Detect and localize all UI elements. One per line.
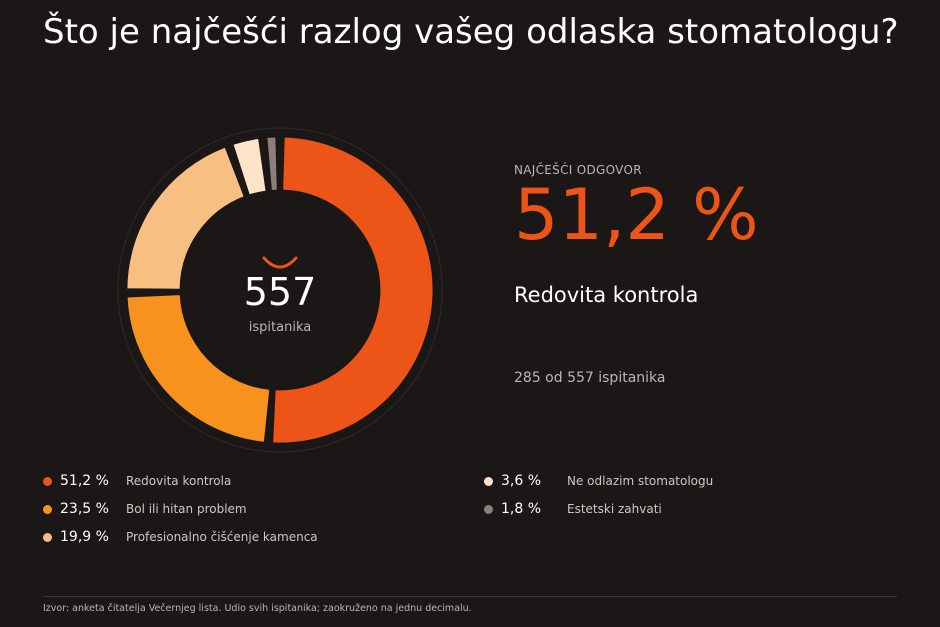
donut-chart: 557 ispitanika (117, 127, 443, 453)
legend-swatch (484, 504, 493, 514)
legend-item: 23,5 % Bol ili hitan problem (43, 495, 318, 523)
legend-label: Profesionalno čišćenje kamenca (126, 530, 318, 544)
legend-percent: 1,8 % (501, 501, 542, 517)
legend-label: Redovita kontrola (126, 474, 232, 488)
legend-swatch (43, 532, 52, 542)
legend-item: 51,2 % Redovita kontrola (43, 467, 318, 495)
legend-swatch (484, 476, 493, 486)
source-note: Izvor: anketa čitatelja Večernjeg lista.… (43, 603, 472, 614)
legend-label: Estetski zahvati (567, 502, 662, 516)
legend-label: Bol ili hitan problem (126, 502, 247, 516)
highlight-label: NAJČEŠĆI ODGOVOR (514, 163, 642, 177)
highlight-name: Redovita kontrola (514, 283, 699, 307)
legend-percent: 19,9 % (60, 529, 109, 545)
legend-left: 51,2 % Redovita kontrola 23,5 % Bol ili … (43, 467, 318, 551)
chart-title: Što je najčešći razlog vašeg odlaska sto… (43, 12, 899, 52)
legend-item: 19,9 % Profesionalno čišćenje kamenca (43, 523, 318, 551)
donut-outer-ring (117, 127, 443, 453)
donut-slice-5 (266, 136, 278, 191)
footer-divider (43, 596, 897, 597)
donut-slice-2 (126, 294, 271, 443)
legend-percent: 23,5 % (60, 501, 109, 517)
donut-center-label: ispitanika (249, 320, 311, 335)
legend-swatch (43, 504, 52, 514)
legend-item: 3,6 % Ne odlazim stomatologu (484, 467, 713, 495)
highlight-value: 51,2 % (514, 174, 759, 256)
donut-slice-4 (232, 138, 267, 196)
highlight-count: 285 od 557 ispitanika (514, 370, 666, 386)
donut-slice-3 (126, 146, 245, 290)
legend-right: 3,6 % Ne odlazim stomatologu 1,8 % Estet… (484, 467, 713, 523)
legend-item: 1,8 % Estetski zahvati (484, 495, 713, 523)
legend-label: Ne odlazim stomatologu (567, 474, 714, 488)
legend-swatch (43, 476, 52, 486)
donut-slice-1 (272, 136, 434, 444)
legend-percent: 51,2 % (60, 473, 109, 489)
smile-icon (262, 256, 298, 269)
legend-percent: 3,6 % (501, 473, 542, 489)
donut-center-value: 557 (244, 270, 317, 314)
